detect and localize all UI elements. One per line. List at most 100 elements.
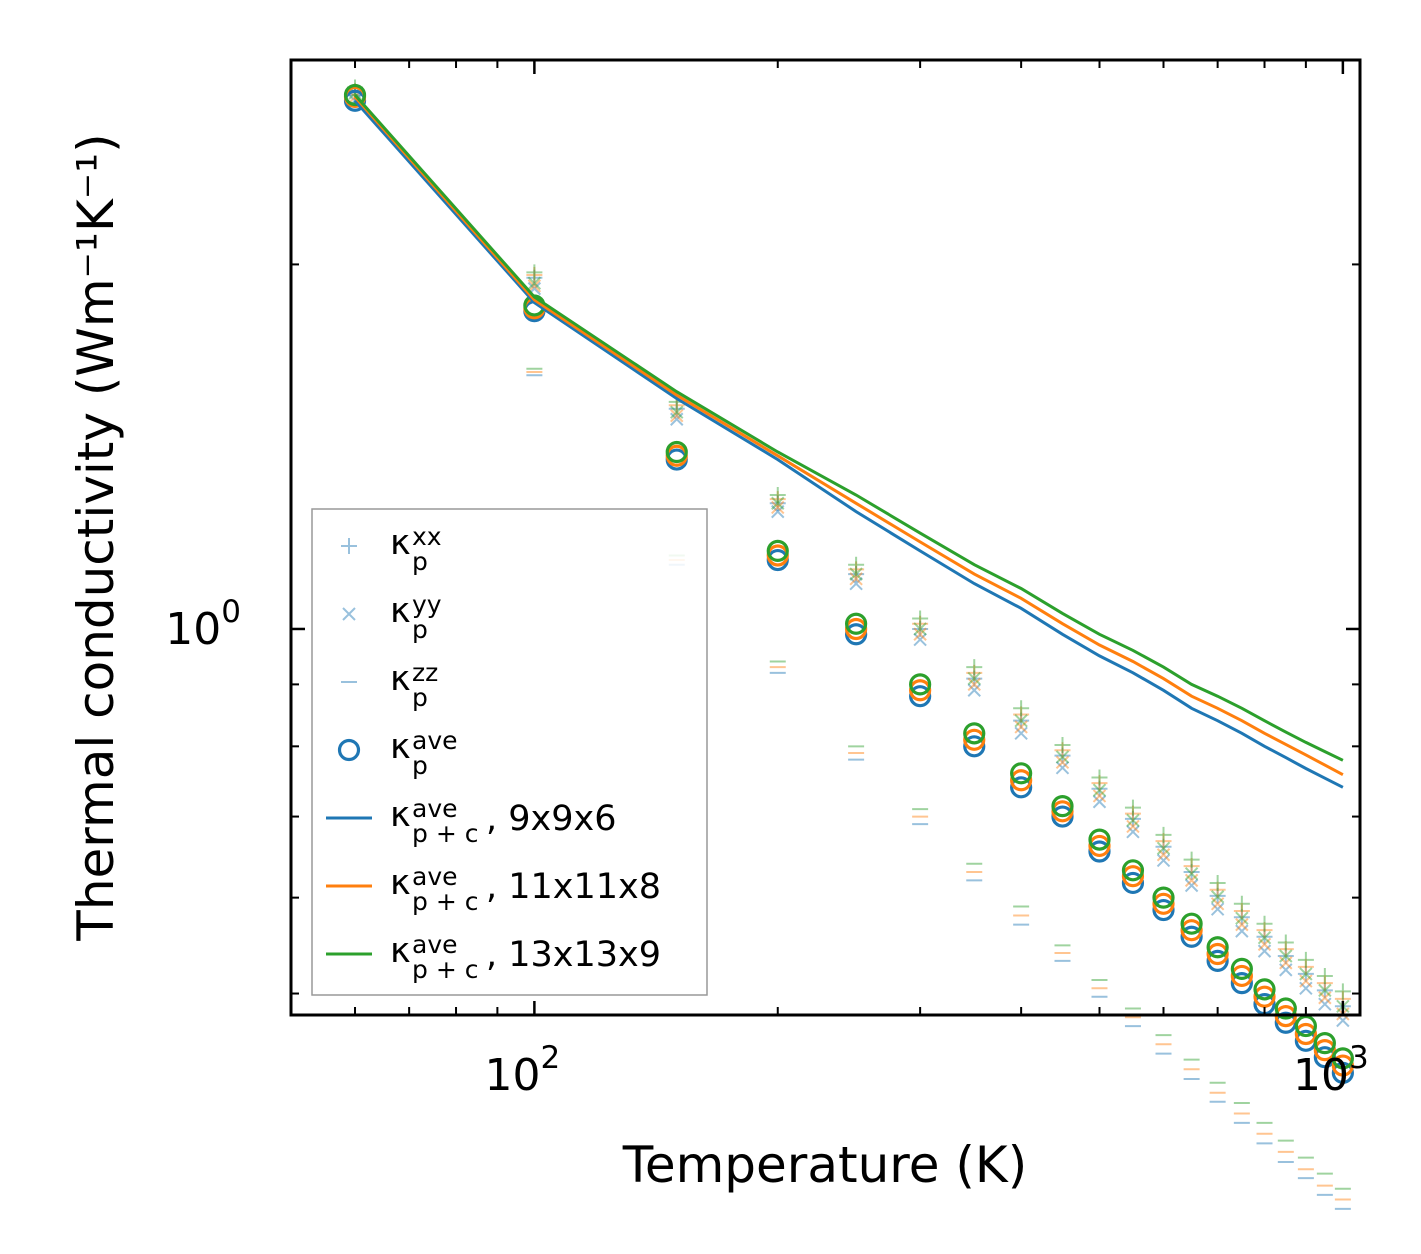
kyy-point xyxy=(849,572,863,586)
kyy-point xyxy=(1126,819,1140,834)
kxx-point xyxy=(966,659,983,676)
kxx-point xyxy=(526,264,543,281)
kxx-point xyxy=(769,491,786,508)
legend-suffix: , 9x9x6 xyxy=(486,799,616,839)
kxx-point xyxy=(1297,958,1314,975)
kyy-point xyxy=(1318,991,1332,1005)
kave-point xyxy=(1180,912,1203,935)
legend-kappa: κ xyxy=(390,659,411,699)
kyy-point xyxy=(913,627,927,641)
kyy-point xyxy=(771,500,785,515)
kxx-point xyxy=(1277,947,1294,964)
legend-subscript: p + c xyxy=(412,819,478,848)
legend-suffix: , 13x13x9 xyxy=(486,935,661,975)
kave-point xyxy=(1230,964,1253,988)
legend-superscript: yy xyxy=(412,590,442,619)
kyy-point xyxy=(1210,902,1225,916)
legend-subscript: p + c xyxy=(412,887,478,916)
kave-point xyxy=(1121,871,1145,895)
kyy-point xyxy=(1055,750,1070,764)
kxx-point xyxy=(769,487,786,504)
kave-point xyxy=(1253,978,1276,1001)
kave-point xyxy=(1180,919,1203,942)
kyy-point xyxy=(1257,944,1272,958)
series-9x9x6 xyxy=(347,87,1351,1210)
kxx-point xyxy=(1013,712,1030,729)
kyy-point xyxy=(1184,873,1199,888)
kave-point xyxy=(1121,865,1145,888)
kxx-point xyxy=(769,495,786,512)
kyy-point xyxy=(1055,755,1070,770)
kxx-point xyxy=(1316,982,1333,999)
kxx-point xyxy=(912,610,929,627)
kave-point xyxy=(1274,997,1297,1020)
kxx-point xyxy=(1233,909,1250,926)
kxx-point xyxy=(1256,915,1273,932)
legend-box xyxy=(311,508,708,996)
kave-point xyxy=(1152,886,1175,909)
kyy-point xyxy=(1184,866,1199,881)
legend-kappa: κ xyxy=(390,931,411,971)
kxx-point xyxy=(526,269,543,286)
plot-data-layer xyxy=(343,79,1354,1210)
kyy-point xyxy=(1092,795,1107,809)
kpc-line-11x11x8 xyxy=(353,95,1344,777)
kxx-point xyxy=(966,670,983,687)
kave-point xyxy=(1331,1047,1354,1070)
kyy-point xyxy=(1092,789,1107,803)
kxx-point xyxy=(1054,742,1071,759)
kxx-point xyxy=(1334,983,1351,1000)
kave-point xyxy=(1088,828,1111,851)
kyy-point xyxy=(670,409,684,423)
kxx-point xyxy=(848,561,865,578)
kxx-point xyxy=(1209,887,1226,904)
x-tick-label: 103 xyxy=(1293,1040,1369,1101)
kave-point xyxy=(1206,936,1229,959)
kxx-point xyxy=(1013,700,1030,717)
y-axis-label: Thermal conductivity (Wm⁻¹K⁻¹) xyxy=(67,133,125,941)
kave-point xyxy=(845,612,868,635)
legend-subscript: p xyxy=(412,683,428,712)
kxx-point xyxy=(1209,881,1226,898)
kxx-point xyxy=(1316,967,1333,984)
kyy-point xyxy=(967,677,981,692)
kyy-point xyxy=(1126,825,1140,839)
axis-ticks: 102 103 100 xyxy=(165,60,1369,1101)
kave-point xyxy=(1010,769,1033,792)
kyy-point xyxy=(670,412,684,426)
kyy-point xyxy=(849,576,863,591)
kyy-point xyxy=(1279,949,1293,963)
kave-point xyxy=(1294,1022,1317,1046)
kave-point xyxy=(1010,776,1033,799)
kyy-point xyxy=(1318,997,1332,1011)
kave-point xyxy=(1121,859,1145,882)
legend-subscript: p xyxy=(412,615,428,644)
kxx-point xyxy=(668,400,685,417)
kyy-point xyxy=(967,671,981,686)
kxx-point xyxy=(966,664,983,681)
kyy-point xyxy=(1235,911,1249,925)
kyy-point xyxy=(1318,983,1332,998)
kxx-point xyxy=(1013,706,1030,723)
legend-entry: κ xxp xyxy=(341,522,442,576)
legend-cross-marker xyxy=(342,607,356,621)
legend-kappa: κ xyxy=(390,795,411,835)
kave-point xyxy=(343,83,367,107)
kyy-point xyxy=(849,567,863,581)
kyy-point xyxy=(1126,813,1140,828)
kyy-point xyxy=(1092,783,1107,797)
kave-point xyxy=(1294,1014,1317,1038)
kyy-point xyxy=(1336,1013,1350,1028)
legend-superscript: ave xyxy=(412,726,458,755)
series-13x13x9 xyxy=(347,79,1351,1190)
kave-point xyxy=(1331,1061,1354,1084)
kxx-point xyxy=(1183,858,1200,875)
kxx-point xyxy=(1256,922,1273,939)
kxx-point xyxy=(1091,780,1108,797)
kxx-point xyxy=(1054,747,1071,764)
legend-superscript: ave xyxy=(412,930,458,959)
